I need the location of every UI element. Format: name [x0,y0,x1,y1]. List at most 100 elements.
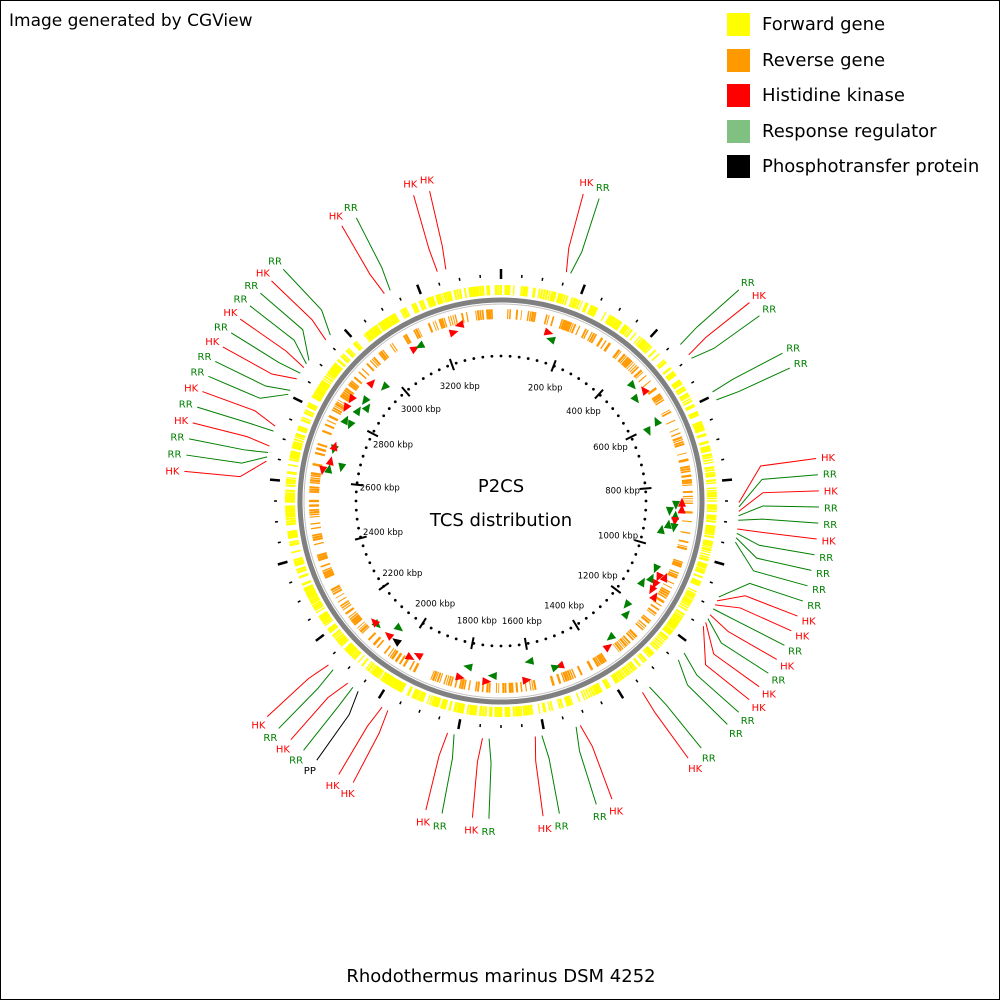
forward-gene [705,471,716,475]
minor-tick [561,368,565,372]
reverse-gene [309,486,320,489]
minor-tick [354,508,358,512]
minor-tick [454,361,458,365]
forward-gene [352,341,362,352]
reverse-gene [569,669,575,680]
reverse-gene [670,432,681,438]
forward-gene [654,636,664,646]
reverse-gene [353,376,363,385]
feature-callout-line [649,686,702,749]
major-tick [572,619,580,631]
outer-tick [315,633,325,642]
feature-marker-hk [329,441,338,452]
reverse-gene [358,371,367,380]
forward-gene [437,293,444,304]
forward-gene [435,697,442,708]
reverse-gene [532,311,537,323]
forward-gene [401,307,409,319]
forward-gene [325,373,335,381]
minor-tick [429,372,433,376]
feature-label-hk: HK [795,632,810,643]
forward-gene [682,399,693,407]
major-tick [625,433,637,441]
forward-gene [705,479,717,483]
reverse-gene [394,652,403,663]
minor-tick [407,611,410,615]
reverse-gene [336,401,346,408]
reverse-gene [628,628,638,638]
minor-tick [634,446,638,450]
tick-label: 600 kbp [593,443,628,453]
legend-swatch-histidine-kinase [727,84,750,108]
minor-tick [429,626,433,630]
outer-tick [277,541,281,544]
reverse-gene [530,311,535,322]
minor-tick [414,616,418,620]
forward-gene [338,636,348,646]
forward-gene [563,295,569,306]
feature-label-hk: HK [184,383,199,394]
tick-label: 200 kbp [528,383,563,393]
minor-tick [637,454,641,458]
reverse-gene [662,583,673,589]
reverse-gene [320,562,331,568]
reverse-gene [331,586,342,593]
feature-callout-line [716,595,798,617]
forward-gene [288,539,300,544]
forward-gene [684,590,696,599]
feature-label-rr: RR [762,305,776,316]
feature-callout-line [691,315,760,359]
feature-callout-line [230,332,301,374]
feature-callout-line [688,302,750,356]
forward-gene [292,442,303,449]
reverse-gene [324,572,335,579]
forward-gene [665,623,675,631]
feature-marker-rr [653,563,662,574]
forward-gene [642,343,652,353]
reverse-gene [436,672,442,683]
reverse-gene [510,682,514,693]
feature-callout-line [738,505,819,517]
feature-callout-line [570,198,600,274]
reverse-gene [330,584,341,592]
feature-marker-hk [404,652,415,661]
feature-callout-line [271,280,327,341]
minor-tick [499,644,503,648]
forward-gene [335,632,345,642]
reverse-gene [668,570,679,577]
forward-gene [666,372,677,382]
reverse-gene [586,660,594,671]
reverse-gene [463,679,467,690]
forward-gene [312,392,323,400]
reverse-gene [566,670,573,681]
forward-gene [705,519,717,523]
reverse-gene [580,328,587,339]
reverse-gene [349,381,359,390]
outer-tick [635,319,639,323]
minor-tick [357,526,360,530]
forward-gene [668,618,679,628]
feature-callouts: HK RRRRHKRRRRRRHKRRHKRRRRHKRRRRRRRRHKHKRR… [165,175,838,837]
reverse-gene [678,458,689,463]
legend-swatch-phosphotransfer-protein [727,155,750,179]
feature-label-rr: RR [190,368,204,379]
feature-callout-line [303,686,354,751]
feature-marker-rr [654,416,663,427]
forward-gene [544,289,549,301]
reverse-gene [347,383,357,392]
forward-gene [321,615,331,623]
forward-gene [586,304,593,315]
feature-callout-line [716,367,791,401]
forward-gene [331,629,342,638]
forward-gene [524,286,529,297]
minor-tick [640,535,643,539]
forward-gene [406,686,414,697]
forward-gene [303,411,314,418]
minor-tick [630,561,634,565]
forward-gene [684,403,696,412]
feature-marker-rr [324,464,333,474]
feature-callout-line [197,406,274,432]
forward-gene [705,473,716,478]
outer-tick [282,438,286,441]
reverse-gene [372,636,382,646]
